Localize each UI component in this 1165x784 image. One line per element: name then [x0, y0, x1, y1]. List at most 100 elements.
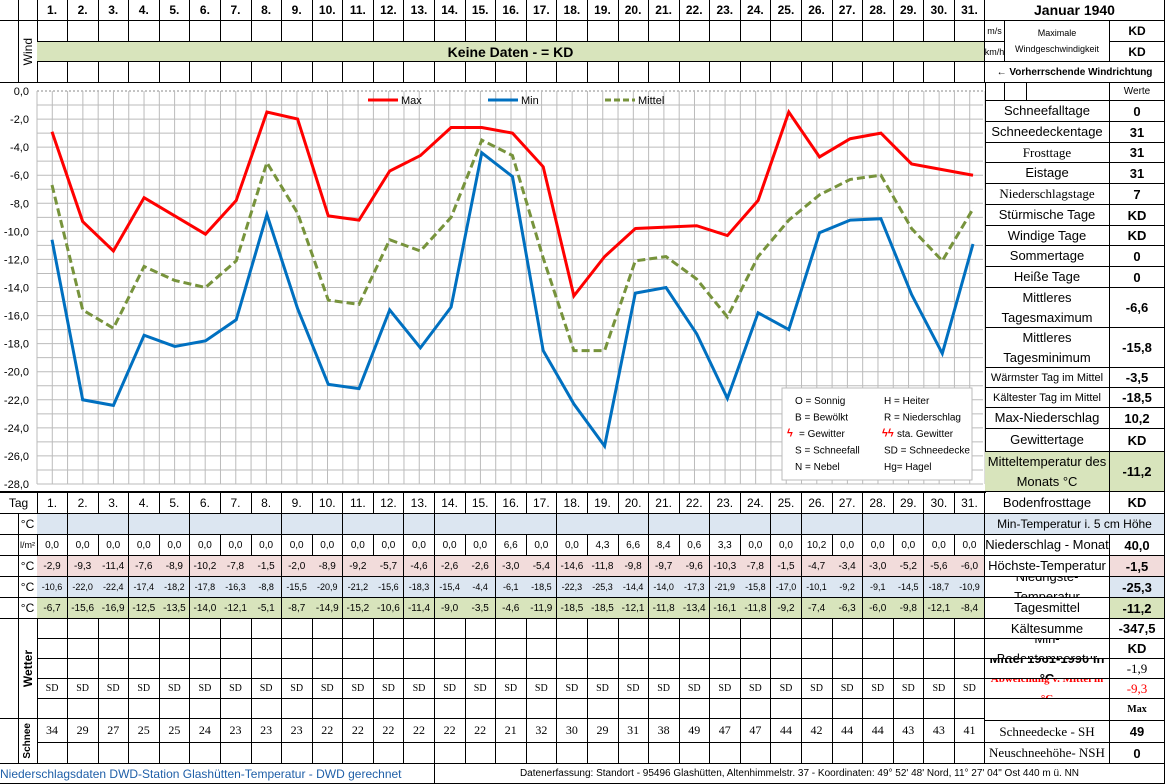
- snow-depth-cell: 34: [37, 719, 69, 743]
- min-temp-cell: -10,1: [801, 577, 833, 598]
- precip-cell: 3,3: [709, 535, 741, 556]
- snow-depth-cell: 47: [709, 719, 741, 743]
- weather-cell: [373, 639, 405, 659]
- precip-cell: 0,0: [923, 535, 955, 556]
- wind-cell: [740, 62, 772, 83]
- weather-cell: [556, 639, 588, 659]
- precip-cell: 0,0: [159, 535, 191, 556]
- footer-location: Datenerfassung: Standort - 95496 Glashüt…: [435, 764, 1165, 784]
- weather-cell: [220, 699, 252, 719]
- stat-label: Max-Niederschlag: [985, 408, 1110, 429]
- snow-depth-cell: 43: [893, 719, 925, 743]
- day-header: 29.: [893, 0, 925, 21]
- row-blank: [0, 719, 19, 764]
- day-header: 4.: [128, 0, 160, 21]
- min-temp-cell: -10,9: [954, 577, 986, 598]
- stat-label: Sommertage: [985, 246, 1110, 267]
- weather-cell: SD: [312, 679, 344, 699]
- weather-cell: [67, 639, 99, 659]
- new-snow-cell: [312, 743, 344, 764]
- max-wind-ms: KD: [1110, 21, 1165, 42]
- weather-cell: SD: [740, 679, 772, 699]
- min-temp-cell: -4,4: [465, 577, 497, 598]
- stat-label: Eistage: [985, 163, 1110, 184]
- weather-cell: [648, 639, 680, 659]
- wind-cell: [587, 62, 619, 83]
- precip-cell: 0,0: [893, 535, 925, 556]
- max-temp-cell: -3,0: [495, 556, 527, 577]
- new-snow-cell: [526, 743, 558, 764]
- weather-cell: SD: [403, 679, 436, 699]
- row-blank: [0, 577, 19, 598]
- weather-cell: [98, 619, 130, 639]
- wind-cell: [67, 21, 99, 42]
- weather-cell: [709, 619, 741, 639]
- day-header: 13.: [403, 0, 436, 21]
- blank: [985, 83, 1005, 101]
- wind-cell: [526, 21, 558, 42]
- weather-cell: [251, 619, 283, 639]
- weather-cell: [434, 699, 466, 719]
- mean-temp-cell: -9,8: [893, 598, 925, 619]
- max-temp-cell: -5,6: [923, 556, 955, 577]
- mean-temp-cell: -4,6: [495, 598, 527, 619]
- min-temp-cell: -16,3: [220, 577, 252, 598]
- ground-temp-cell: [618, 514, 650, 535]
- weather-cell: [37, 659, 69, 679]
- max-temp-cell: -9,7: [648, 556, 680, 577]
- new-snow-cell: [403, 743, 436, 764]
- wind-label: Wind: [18, 21, 38, 83]
- ground-temp-cell: [159, 514, 191, 535]
- snow-depth-cell: 31: [618, 719, 650, 743]
- ground-temp-cell: [342, 514, 374, 535]
- precip-cell: 4,3: [587, 535, 619, 556]
- mean-temp-cell: -8,7: [281, 598, 313, 619]
- max-temp-cell: -7,8: [740, 556, 772, 577]
- min-temp-cell: -17,0: [770, 577, 802, 598]
- weather-cell: [801, 619, 833, 639]
- max-temp-cell: -4,6: [403, 556, 436, 577]
- snow-depth-cell: 22: [342, 719, 374, 743]
- weather-cell: [526, 659, 558, 679]
- weather-cell: SD: [434, 679, 466, 699]
- wind-cell: [312, 21, 344, 42]
- ground-temp-cell: [495, 514, 527, 535]
- precip-cell: 0,0: [740, 535, 772, 556]
- snow-depth-cell: 44: [770, 719, 802, 743]
- weather-cell: [832, 659, 864, 679]
- weather-cell: SD: [128, 679, 160, 699]
- stat-label: Schneefalltage: [985, 101, 1110, 122]
- corner-cell: [0, 0, 19, 21]
- max-temp-cell: -14,6: [556, 556, 588, 577]
- snow-depth-cell: 38: [648, 719, 680, 743]
- weather-cell: SD: [67, 679, 99, 699]
- wind-cell: [556, 21, 588, 42]
- weather-cell: [220, 659, 252, 679]
- precip-cell: 6,6: [495, 535, 527, 556]
- weather-cell: [801, 699, 833, 719]
- day-header: 31.: [954, 0, 986, 21]
- max-temp-cell: -2,0: [281, 556, 313, 577]
- unit-label: l/m²: [18, 535, 38, 556]
- stat-value: -1,9: [1110, 659, 1165, 679]
- weather-cell: [281, 659, 313, 679]
- weather-cell: [709, 699, 741, 719]
- ground-temp-cell: [832, 514, 864, 535]
- weather-cell: SD: [251, 679, 283, 699]
- max-temp-cell: -1,5: [770, 556, 802, 577]
- weather-cell: [465, 619, 497, 639]
- mean-temp-cell: -14,0: [189, 598, 221, 619]
- weather-cell: [862, 699, 894, 719]
- stat-label: Niederschlag - Monat: [985, 535, 1110, 556]
- ground-temp-cell: [526, 514, 558, 535]
- weather-cell: [587, 699, 619, 719]
- wind-blank: [0, 21, 19, 83]
- stat-value: 31: [1110, 143, 1165, 163]
- wind-cell: [709, 62, 741, 83]
- weather-cell: [189, 639, 221, 659]
- wind-cell: [648, 62, 680, 83]
- snow-depth-cell: 27: [98, 719, 130, 743]
- mean-temp-cell: -12,5: [128, 598, 160, 619]
- weather-cell: [648, 659, 680, 679]
- max-wind-label: Maximale Windgeschwindigkeit: [1005, 21, 1110, 62]
